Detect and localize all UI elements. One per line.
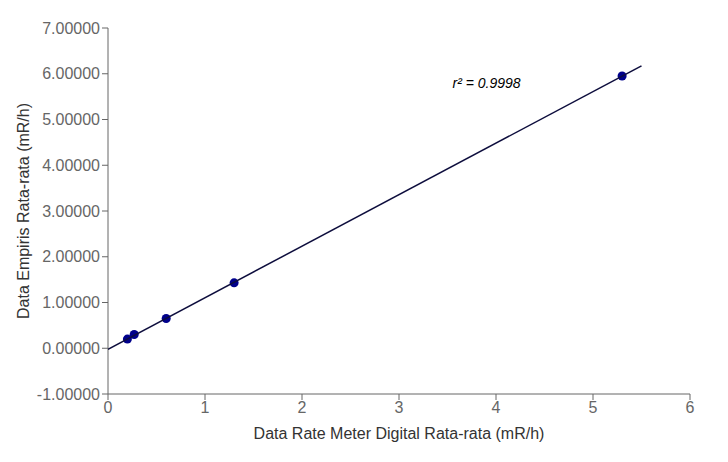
svg-text:6.00000: 6.00000: [42, 65, 100, 82]
svg-text:2.00000: 2.00000: [42, 248, 100, 265]
svg-text:5.00000: 5.00000: [42, 111, 100, 128]
svg-text:6: 6: [686, 399, 695, 416]
svg-text:3: 3: [395, 399, 404, 416]
svg-text:Data Empiris Rata-rata (mR/h): Data Empiris Rata-rata (mR/h): [15, 103, 32, 319]
svg-text:-1.00000: -1.00000: [37, 386, 100, 403]
svg-text:2: 2: [298, 399, 307, 416]
svg-text:1: 1: [201, 399, 210, 416]
svg-text:0.00000: 0.00000: [42, 340, 100, 357]
svg-text:7.00000: 7.00000: [42, 20, 100, 37]
svg-text:4: 4: [492, 399, 501, 416]
svg-text:4.00000: 4.00000: [42, 157, 100, 174]
svg-text:r² = 0.9998: r² = 0.9998: [453, 75, 521, 91]
svg-text:1.00000: 1.00000: [42, 294, 100, 311]
svg-text:5: 5: [589, 399, 598, 416]
svg-text:Data Rate Meter Digital Rata-r: Data Rate Meter Digital Rata-rata (mR/h): [254, 425, 545, 442]
svg-text:0: 0: [104, 399, 113, 416]
svg-text:3.00000: 3.00000: [42, 203, 100, 220]
